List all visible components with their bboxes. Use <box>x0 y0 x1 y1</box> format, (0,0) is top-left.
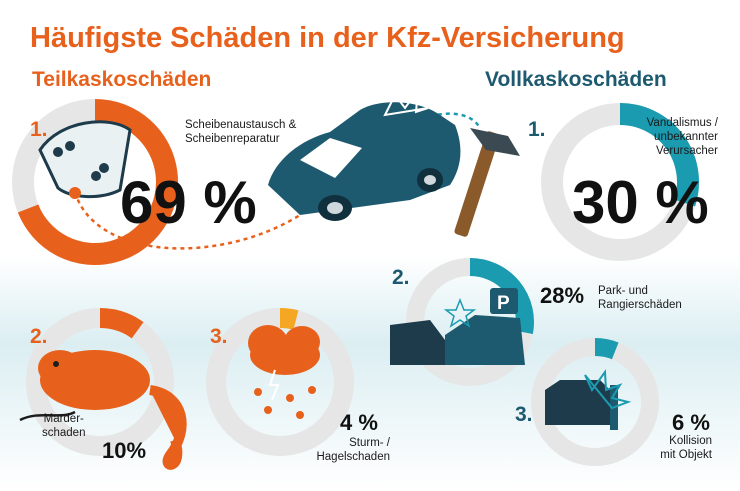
dotted-path-hammer <box>414 112 482 129</box>
car-icon <box>268 86 461 221</box>
rank-2-right: 2. <box>392 266 410 289</box>
collision-icon <box>545 369 632 430</box>
label-marder: Marder- schaden <box>42 412 85 440</box>
label-hagel: Sturm- / Hagelschaden <box>300 436 390 464</box>
label-line: Scheibenreparatur <box>185 133 280 145</box>
label-line: schaden <box>42 427 86 439</box>
rank-3-left: 3. <box>210 325 228 348</box>
label-line: Scheibenaustausch & <box>185 119 297 131</box>
label-line: Kollision <box>669 435 712 447</box>
ring-value-arc-vollkasko-2 <box>469 258 534 334</box>
ring-value-arc-teilkasko-1 <box>17 99 178 265</box>
label-line: Hagelschaden <box>316 451 390 463</box>
rank-2-left: 2. <box>30 325 48 348</box>
value-kollision: 6 % <box>672 410 710 435</box>
ring-value-arc-vollkasko-1 <box>619 103 699 207</box>
label-vandalismus: Vandalismus / unbekannter Verursacher <box>618 116 718 158</box>
section-title-teilkasko: Teilkaskoschäden <box>32 68 212 91</box>
rank-3-right: 3. <box>515 403 533 426</box>
svg-text:P: P <box>497 293 510 314</box>
parking-crash-icon: P <box>390 288 525 365</box>
ring-value-arcs <box>17 99 699 360</box>
label-line: Rangierschäden <box>598 299 682 311</box>
marten-icon <box>19 350 187 470</box>
label-kollision: Kollision mit Objekt <box>632 434 712 462</box>
label-scheibe: Scheibenaustausch & Scheibenreparatur <box>185 118 296 146</box>
ring-value-arc-teilkasko-3 <box>279 308 299 330</box>
label-line: Vandalismus / <box>646 117 718 129</box>
rank-1-left: 1. <box>30 118 48 141</box>
windshield-icon <box>38 120 132 199</box>
label-line: Marder- <box>43 413 84 425</box>
value-scheibe: 69 % <box>120 169 257 236</box>
section-title-vollkasko: Vollkaskoschäden <box>485 68 667 91</box>
value-park: 28% <box>540 283 585 308</box>
ring-value-arc-vollkasko-3 <box>594 338 619 360</box>
value-marder: 10% <box>102 438 147 463</box>
label-line: mit Objekt <box>660 449 712 461</box>
label-line: Sturm- / <box>349 437 390 449</box>
value-hagel: 4 % <box>340 410 378 435</box>
label-line: unbekannter <box>654 131 718 143</box>
label-line: Verursacher <box>655 145 718 157</box>
ring-value-arc-teilkasko-2 <box>99 308 144 339</box>
rank-1-right: 1. <box>528 118 546 141</box>
hail-cloud-icon <box>248 325 320 419</box>
label-line: Park- und <box>598 285 648 297</box>
value-vandalismus: 30 % <box>572 169 709 236</box>
hammer-icon <box>454 128 520 237</box>
page-title: Häufigste Schäden in der Kfz-Versicherun… <box>30 22 625 54</box>
label-park: Park- und Rangierschäden <box>598 284 682 312</box>
